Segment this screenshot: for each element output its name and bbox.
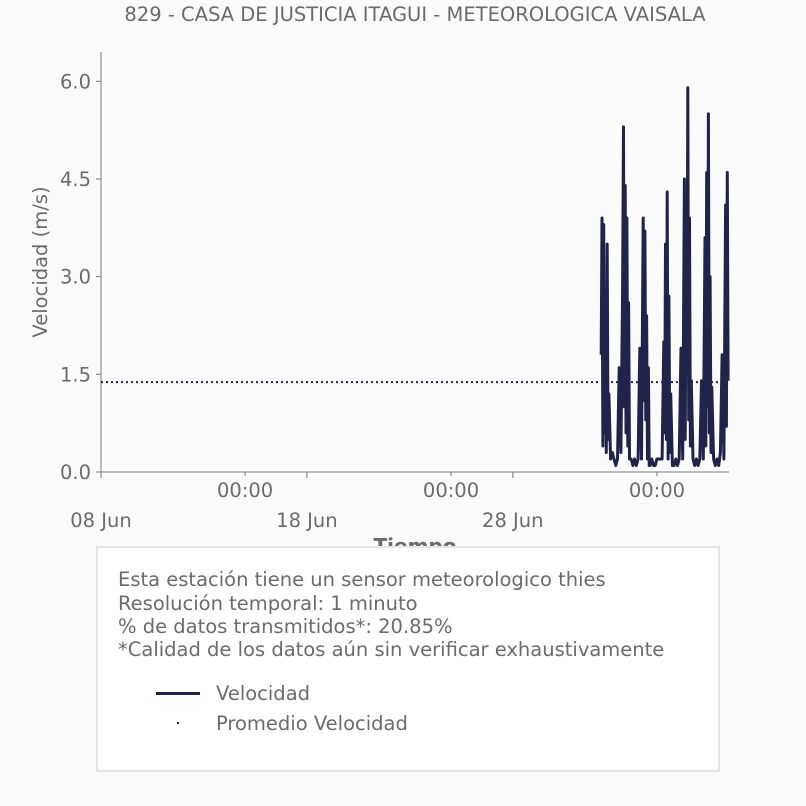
chart-title: 829 - CASA DE JUSTICIA ITAGUI - METEOROL…: [124, 3, 706, 26]
legend-label: Velocidad: [216, 681, 311, 705]
x-major-tick-label: 08 Jun: [70, 509, 131, 532]
x-minor-tick-label: 00:00: [629, 479, 685, 502]
y-tick-label: 0.0: [60, 461, 91, 484]
legend-item-velocidad: Velocidad: [156, 681, 310, 705]
x-major-tick-label: 28 Jun: [482, 509, 543, 532]
y-tick-label: 4.5: [60, 168, 91, 191]
info-sensor-text: Esta estación tiene un sensor meteorolog…: [118, 568, 606, 591]
y-tick-label: 1.5: [60, 363, 91, 386]
y-tick-label: 6.0: [60, 70, 91, 93]
x-minor-tick-label: 00:00: [217, 479, 273, 502]
legend-dot-icon: [156, 711, 200, 735]
series-line-velocidad: [599, 86, 730, 467]
y-axis-label: Velocidad (m/s): [29, 186, 52, 337]
info-transmitted-text: % de datos transmitidos*: 20.85%: [118, 615, 453, 638]
legend-label: Promedio Velocidad: [216, 711, 408, 735]
legend-item-promedio: Promedio Velocidad: [156, 711, 408, 735]
legend-line-icon: [156, 681, 200, 705]
x-major-tick-label: 18 Jun: [276, 509, 337, 532]
info-box: Esta estación tiene un sensor meteorolog…: [96, 546, 720, 772]
y-tick-label: 3.0: [60, 266, 91, 289]
x-minor-tick-label: 00:00: [423, 479, 479, 502]
info-resolution-text: Resolución temporal: 1 minuto: [118, 592, 418, 615]
info-quality-note: *Calidad de los datos aún sin verificar …: [118, 638, 665, 661]
